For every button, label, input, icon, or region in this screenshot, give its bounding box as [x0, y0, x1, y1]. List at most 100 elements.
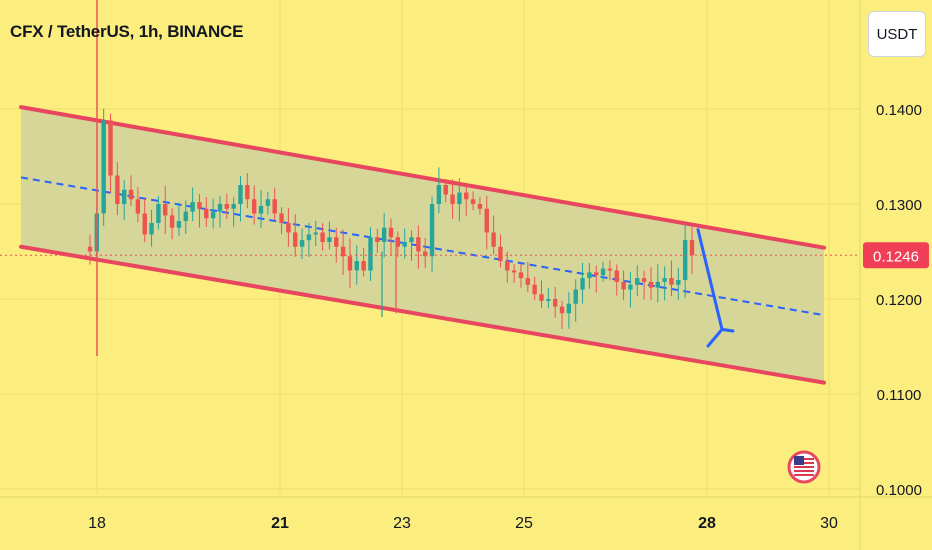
chart-title: CFX / TetherUS, 1h, BINANCE — [10, 22, 244, 41]
candle-body — [327, 237, 332, 242]
candle-body — [251, 199, 257, 214]
candle-body — [265, 199, 271, 206]
candle-body — [272, 199, 277, 214]
candle-body — [607, 268, 613, 271]
candle-body — [306, 234, 312, 241]
candle-body — [197, 202, 202, 209]
candle-body — [115, 175, 120, 204]
candle-body — [142, 213, 147, 235]
candle-body — [402, 242, 407, 247]
candle-body — [641, 278, 647, 282]
candle-body — [532, 284, 537, 295]
candle-body — [163, 204, 168, 216]
candle-body — [149, 223, 154, 235]
candle-body — [354, 261, 359, 271]
candle-body — [183, 211, 188, 222]
candle-body — [600, 268, 606, 276]
candle-body — [347, 256, 353, 271]
candle-body — [546, 299, 551, 301]
candle-body — [491, 232, 496, 247]
candle-body — [682, 240, 688, 280]
y-tick-label: 0.1200 — [876, 292, 922, 309]
candle-body — [416, 237, 421, 252]
projection-arrowhead — [706, 327, 735, 348]
flag-stripe — [794, 474, 814, 476]
candle-body — [293, 232, 298, 247]
y-tick-label: 0.1100 — [877, 387, 922, 404]
y-tick-label: 0.1000 — [876, 482, 922, 499]
candle-body — [498, 246, 503, 261]
last-price-badge — [863, 242, 929, 269]
candle-body — [375, 237, 380, 242]
annotations: 0.1246 — [0, 228, 929, 484]
candle-body — [190, 202, 195, 212]
candle-body — [539, 294, 544, 301]
candle-body — [484, 208, 489, 233]
candle-body — [635, 278, 640, 285]
x-tick-label: 30 — [820, 515, 838, 532]
candle-body — [210, 211, 216, 219]
candle-body — [477, 204, 483, 209]
us-flag-icon — [787, 450, 821, 484]
candle-body — [676, 280, 681, 285]
candle-body — [669, 278, 674, 285]
candle-body — [655, 281, 660, 288]
candle-body — [559, 306, 565, 314]
x-tick-label: 23 — [393, 515, 411, 532]
candle-body — [231, 204, 236, 209]
candle-body — [628, 284, 633, 290]
candle-body — [286, 223, 291, 233]
flag-stripe — [794, 470, 814, 472]
descending-channel — [19, 105, 826, 385]
candle-body — [450, 194, 455, 204]
candle-body — [587, 272, 592, 279]
flag-canton — [794, 456, 804, 465]
candle-body — [443, 185, 448, 195]
candle-body — [409, 237, 414, 242]
channel-fill — [21, 107, 824, 383]
candle-body — [457, 192, 462, 204]
candle-body — [176, 221, 182, 228]
candle-body — [299, 240, 305, 247]
candle-body — [381, 227, 387, 242]
y-tick-label: 0.1300 — [876, 197, 922, 214]
candle-body — [566, 303, 572, 314]
candle-body — [279, 213, 284, 223]
price-axis: 0.1400 0.1300 0.1200 0.1100 0.1000 — [876, 102, 922, 499]
candle-body — [429, 204, 435, 257]
candle-body — [368, 237, 373, 271]
channel-upper-line — [19, 105, 826, 250]
candle-body — [101, 120, 106, 214]
candle-body — [395, 237, 401, 247]
x-tick-label: 21 — [271, 515, 289, 532]
candle-body — [156, 204, 161, 223]
candle-body — [340, 246, 346, 257]
candles — [87, 0, 695, 356]
candle-body — [313, 232, 318, 235]
candle-body — [361, 261, 366, 271]
candle-body — [614, 270, 619, 282]
candle-body — [135, 199, 141, 214]
candle-body — [217, 204, 223, 212]
y-tick-label: 0.1400 — [876, 102, 922, 119]
candle-body — [505, 261, 510, 271]
candle-body — [334, 237, 339, 247]
x-tick-label: 28 — [698, 515, 716, 532]
candle-body — [320, 232, 325, 242]
last-price-label: 0.1246 — [873, 248, 919, 265]
projection-arrow — [696, 228, 724, 331]
channel-midline — [20, 176, 825, 317]
candle-body — [648, 281, 654, 288]
candle-body — [245, 185, 250, 200]
candle-body — [87, 246, 93, 252]
candle-body — [518, 272, 524, 279]
flag-stripe — [794, 466, 814, 468]
candle-body — [689, 240, 695, 256]
candle-body — [464, 192, 469, 200]
candle-body — [108, 120, 113, 176]
channel-lower-line — [19, 244, 826, 385]
currency-button[interactable]: USDT — [868, 11, 926, 57]
candle-body — [525, 278, 531, 285]
